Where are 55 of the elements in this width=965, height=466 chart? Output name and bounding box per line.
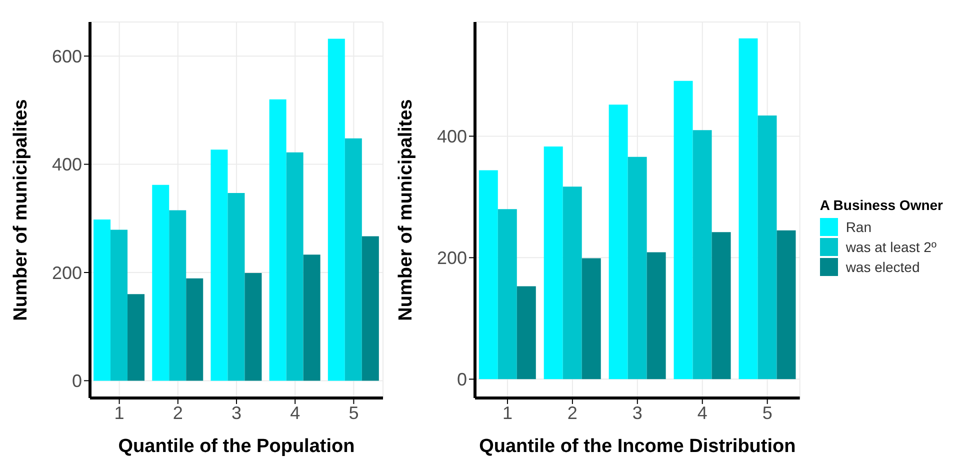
bar [269,99,286,381]
y-axis-title: Number of municipalites [396,99,417,321]
x-tick-label: 3 [231,402,242,423]
bar [776,230,796,380]
bar [608,104,628,380]
bar [169,210,186,381]
bar [582,258,601,380]
legend-label: was at least 2º [846,239,937,255]
bar [478,170,498,380]
bar [94,219,111,381]
x-tick-label: 3 [632,402,642,423]
bar [152,184,170,381]
bar [244,273,262,381]
x-tick-label: 1 [114,402,124,423]
y-tick-label: 400 [52,154,82,175]
bar [758,116,777,380]
bar [303,254,320,381]
bar [562,186,582,380]
bar [692,130,712,380]
bar [110,230,128,381]
legend-title: A Business Owner [820,197,943,213]
bar [210,150,228,381]
x-tick-label: 2 [172,402,183,423]
x-axis-title: Quantile of the Population [118,436,355,457]
bar [286,152,304,381]
bar [516,286,536,380]
bar [344,138,362,381]
y-tick-label: 200 [52,262,82,283]
x-tick-label: 5 [348,402,359,423]
y-tick-label: 200 [436,248,467,268]
y-tick-label: 0 [456,370,467,390]
bar [186,278,204,381]
x-tick-label: 2 [567,402,578,423]
y-axis-title: Number of municipalites [10,99,32,321]
bar [646,252,666,380]
bar [738,38,758,380]
y-tick-label: 400 [436,126,467,147]
bar [544,146,563,380]
y-tick-label: 600 [52,46,82,66]
x-tick-label: 4 [697,402,708,423]
legend-label: Ran [846,219,872,235]
x-axis-title: Quantile of the Income Distribution [479,436,796,457]
bar [128,294,145,381]
x-tick-label: 1 [502,402,512,423]
bar [362,236,379,381]
bar [328,38,345,381]
bar [674,80,693,380]
bar [498,209,517,380]
bar [228,192,245,381]
y-tick-label: 0 [72,371,82,392]
bar [712,232,731,380]
x-tick-label: 4 [290,402,300,423]
legend-label: was elected [846,259,920,275]
bar [628,156,647,380]
x-tick-label: 5 [762,402,772,423]
